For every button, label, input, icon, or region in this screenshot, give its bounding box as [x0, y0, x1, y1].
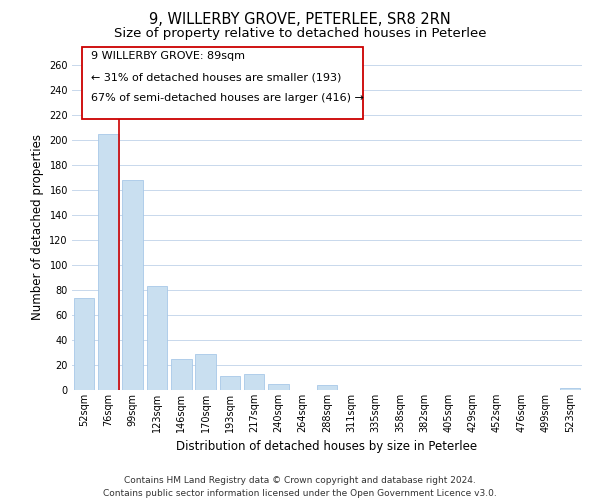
- Bar: [560, 388, 580, 390]
- Bar: [317, 385, 337, 390]
- Text: Size of property relative to detached houses in Peterlee: Size of property relative to detached ho…: [114, 28, 486, 40]
- Text: 9 WILLERBY GROVE: 89sqm: 9 WILLERBY GROVE: 89sqm: [91, 51, 245, 61]
- Bar: [146, 286, 167, 390]
- Text: 67% of semi-detached houses are larger (416) →: 67% of semi-detached houses are larger (…: [91, 94, 364, 104]
- Y-axis label: Number of detached properties: Number of detached properties: [31, 134, 44, 320]
- Text: ← 31% of detached houses are smaller (193): ← 31% of detached houses are smaller (19…: [91, 72, 342, 82]
- Bar: [98, 134, 119, 390]
- Bar: [268, 384, 289, 390]
- Text: Contains HM Land Registry data © Crown copyright and database right 2024.
Contai: Contains HM Land Registry data © Crown c…: [103, 476, 497, 498]
- Bar: [244, 374, 265, 390]
- Bar: [171, 359, 191, 390]
- FancyBboxPatch shape: [82, 47, 363, 118]
- Bar: [74, 298, 94, 390]
- X-axis label: Distribution of detached houses by size in Peterlee: Distribution of detached houses by size …: [176, 440, 478, 454]
- Bar: [195, 354, 216, 390]
- Bar: [220, 376, 240, 390]
- Text: 9, WILLERBY GROVE, PETERLEE, SR8 2RN: 9, WILLERBY GROVE, PETERLEE, SR8 2RN: [149, 12, 451, 28]
- Bar: [122, 180, 143, 390]
